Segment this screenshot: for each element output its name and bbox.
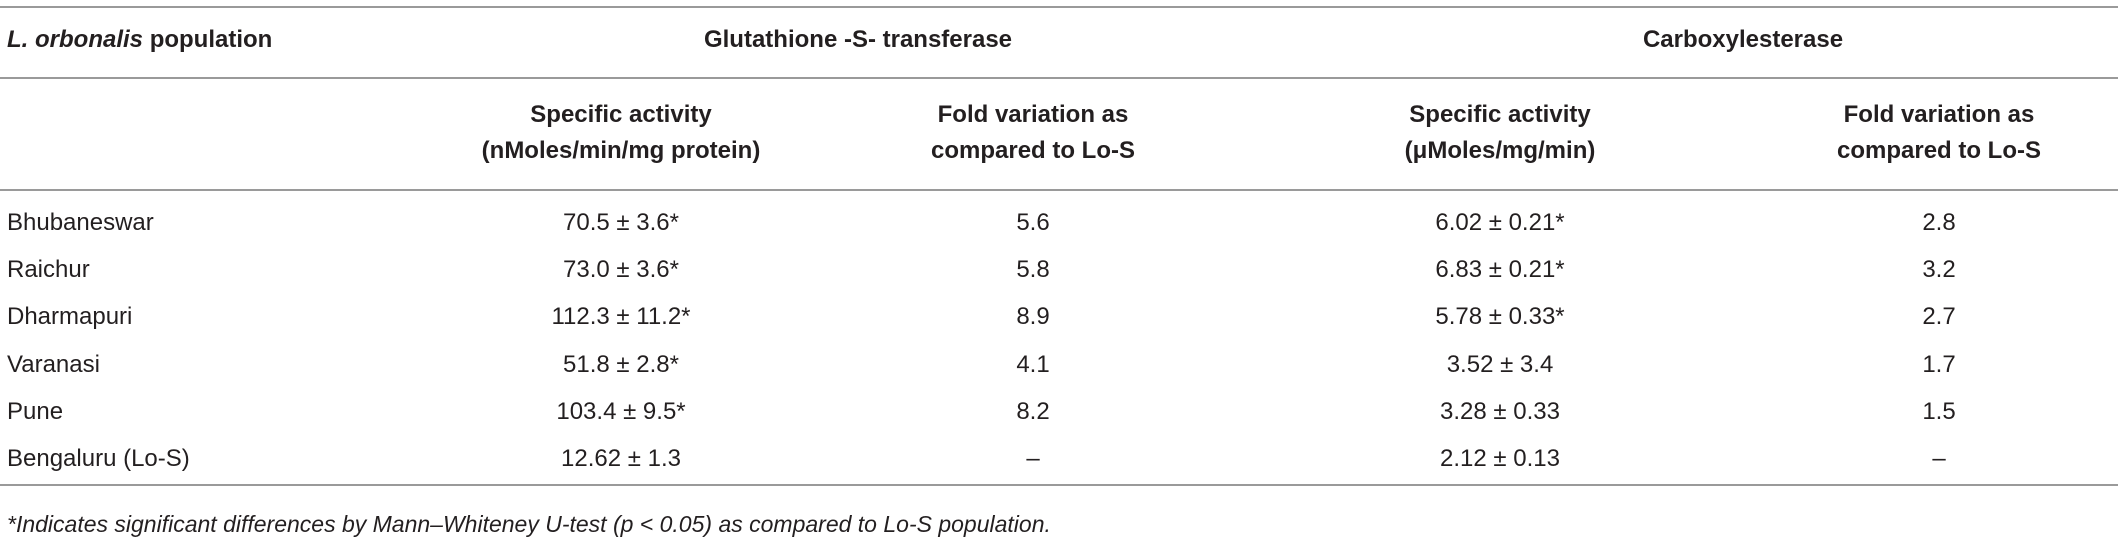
cell: 1.5 [1922, 398, 1956, 425]
row-label: Dharmapuri [7, 303, 133, 330]
cell: 2.7 [1922, 303, 1956, 330]
cell: 5.78 ± 0.33* [1435, 303, 1565, 330]
header-text: population [149, 26, 273, 53]
footnote: *Indicates significant differences by Ma… [7, 511, 1051, 537]
sub-header: Specific activity [530, 101, 712, 128]
cell: 51.8 ± 2.8* [563, 351, 679, 378]
cell: – [1932, 445, 1946, 472]
cell: 8.2 [1016, 398, 1050, 425]
row-label: Raichur [7, 256, 90, 283]
header-italic: L. orbonalis [7, 26, 144, 53]
cell: 70.5 ± 3.6* [563, 209, 679, 236]
group-header: Carboxylesterase [1642, 26, 1844, 53]
cell: 3.28 ± 0.33 [1440, 398, 1560, 425]
column-header: L. orbonalis population [7, 26, 272, 54]
cell: 6.83 ± 0.21* [1435, 256, 1565, 283]
cell: 6.02 ± 0.21* [1435, 209, 1565, 236]
cell: 3.52 ± 3.4 [1446, 351, 1554, 378]
cell: 5.8 [1016, 256, 1050, 283]
rule [0, 189, 2118, 191]
sub-header: (nMoles/min/mg protein) [481, 137, 761, 164]
cell: 112.3 ± 11.2* [551, 303, 691, 330]
sub-header: compared to Lo-S [1836, 137, 2042, 164]
sub-header: compared to Lo-S [930, 137, 1136, 164]
cell: 1.7 [1922, 351, 1956, 378]
cell: 2.12 ± 0.13 [1440, 445, 1560, 472]
sub-header: Fold variation as [937, 101, 1129, 128]
cell: 103.4 ± 9.5* [556, 398, 686, 425]
rule [0, 6, 2118, 8]
sub-header: (μMoles/mg/min) [1404, 137, 1596, 164]
row-label: Pune [7, 398, 64, 425]
cell: 8.9 [1016, 303, 1050, 330]
sub-header: Specific activity [1409, 101, 1591, 128]
cell: 73.0 ± 3.6* [563, 256, 679, 283]
rule [0, 484, 2118, 486]
cell: 12.62 ± 1.3 [561, 445, 681, 472]
cell: 3.2 [1922, 256, 1956, 283]
rule [0, 77, 2118, 79]
cell: 5.6 [1016, 209, 1050, 236]
cell: – [1026, 445, 1040, 472]
row-label: Bhubaneswar [7, 209, 154, 236]
cell: 2.8 [1922, 209, 1956, 236]
cell: 4.1 [1016, 351, 1050, 378]
row-label: Varanasi [7, 351, 100, 378]
sub-header: Fold variation as [1843, 101, 2035, 128]
group-header: Glutathione -S- transferase [703, 26, 1013, 53]
row-label: Bengaluru (Lo-S) [7, 445, 190, 472]
